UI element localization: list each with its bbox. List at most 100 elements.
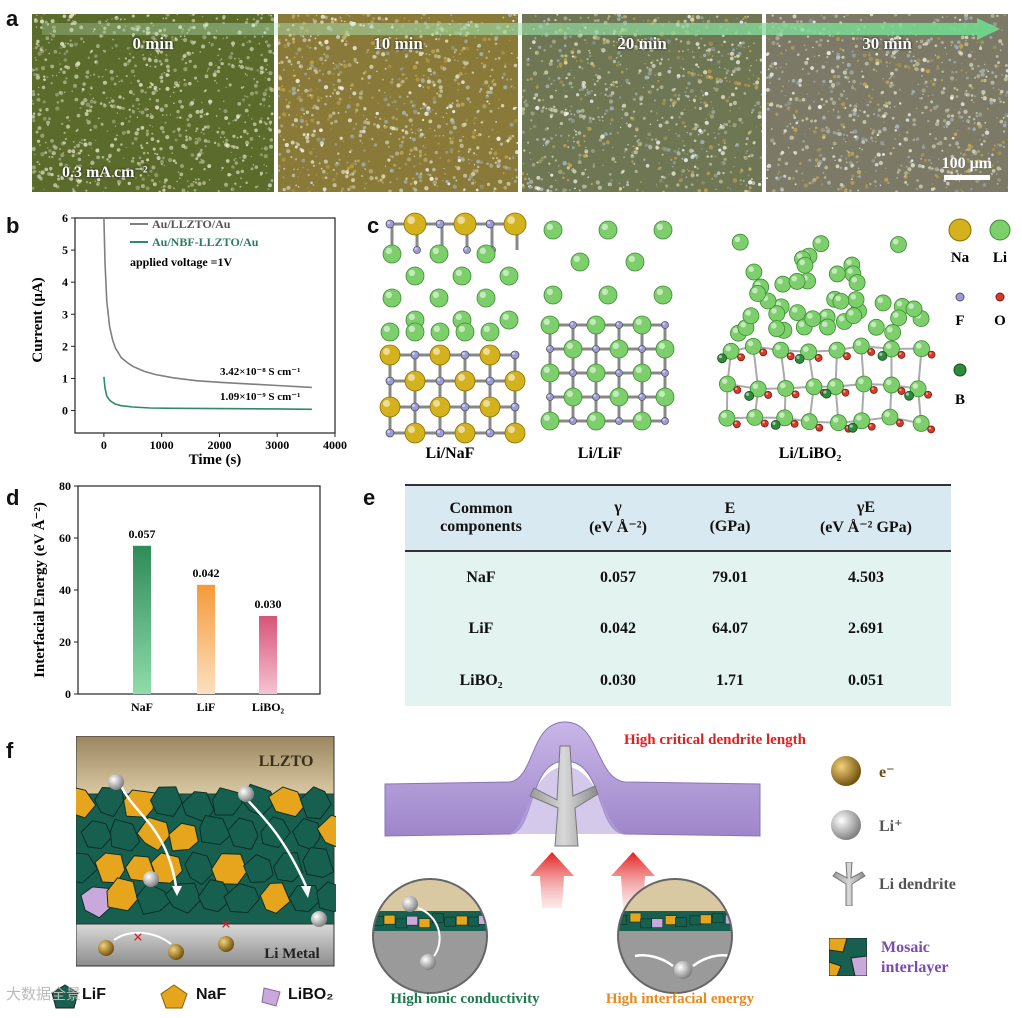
cell: 64.07 bbox=[712, 620, 748, 637]
category-label: NaF bbox=[131, 700, 153, 714]
legend-o: O bbox=[994, 313, 1006, 329]
header-e: E bbox=[724, 500, 736, 517]
structure-li-libo2 bbox=[717, 233, 936, 434]
panel-f-legend: e⁻ Li⁺ Li dendrite Mosaic interlayer bbox=[825, 750, 1015, 990]
structure-li-lif bbox=[540, 220, 675, 431]
cell: 0.057 bbox=[600, 568, 636, 586]
y-tick-label: 20 bbox=[59, 635, 71, 649]
legend-na: Na bbox=[951, 250, 970, 266]
panel-b-chart: 0 1000 2000 3000 4000 0 1 2 3 4 5 6 Time (s) Curren… bbox=[30, 211, 347, 468]
y-tick-label: 5 bbox=[62, 243, 68, 257]
x-tick-label: 3000 bbox=[265, 438, 289, 452]
legend-f: F bbox=[955, 313, 964, 329]
caption-li-libo2: Li/LiBO₂ bbox=[779, 445, 842, 462]
category-label: LiBO₂ bbox=[252, 700, 285, 714]
panel-label-b: b bbox=[6, 213, 20, 238]
y-tick-label: 2 bbox=[62, 339, 68, 353]
y-tick-label: 40 bbox=[59, 583, 71, 597]
panel-label-f: f bbox=[6, 738, 14, 763]
time-label: 0 min bbox=[132, 34, 174, 53]
y-tick-label: 6 bbox=[62, 211, 68, 225]
y-tick-label: 60 bbox=[59, 531, 71, 545]
panel-a-micrographs: 0 min 0.3 mA cm⁻² 10 min 20 min 30 min 1… bbox=[32, 14, 1008, 192]
mosaic-schematic: LLZTO Li Metal × × bbox=[76, 736, 336, 967]
x-tick-label: 4000 bbox=[323, 438, 347, 452]
category-label: LiF bbox=[197, 700, 216, 714]
bar-value-label: 0.030 bbox=[255, 597, 282, 611]
y-tick-label: 0 bbox=[65, 687, 71, 701]
critical-dendrite-label: High critical dendrite length bbox=[624, 732, 807, 748]
x-axis-label: Time (s) bbox=[189, 452, 242, 468]
structure-li-naf bbox=[379, 212, 527, 444]
micrograph-20min: 20 min bbox=[522, 14, 762, 192]
x-tick-label: 1000 bbox=[150, 438, 174, 452]
time-label: 20 min bbox=[617, 34, 667, 53]
legend-series-1: Au/LLZTO/Au bbox=[152, 217, 231, 231]
interfacial-energy-label: High interfacial energy bbox=[606, 991, 755, 1007]
voltage-note: applied voltage =1V bbox=[130, 255, 233, 269]
bar-value-label: 0.057 bbox=[129, 527, 156, 541]
y-axis-label: Current (μA) bbox=[30, 277, 46, 362]
micrograph-10min: 10 min bbox=[278, 14, 518, 192]
y-tick-label: 0 bbox=[62, 404, 68, 418]
conductivity-annotation-2: 1.09×10⁻⁹ S cm⁻¹ bbox=[220, 391, 300, 403]
svg-text:×: × bbox=[133, 927, 143, 947]
caption-li-naf: Li/NaF bbox=[426, 445, 475, 462]
svg-text:×: × bbox=[221, 914, 231, 934]
scale-bar-label: 100 μm bbox=[941, 155, 992, 172]
cell: 2.691 bbox=[848, 620, 884, 637]
legend-electron: e⁻ bbox=[879, 764, 895, 781]
table-row: LiF 0.042 64.07 2.691 bbox=[405, 603, 951, 655]
y-tick-label: 1 bbox=[62, 371, 68, 385]
series-line-1 bbox=[103, 217, 312, 389]
legend-li-ion: Li⁺ bbox=[879, 818, 903, 835]
y-axis-label: Interfacial Energy (eV Å⁻²) bbox=[32, 502, 48, 678]
dendrite-schematic: High critical dendrite length High ionic… bbox=[372, 721, 807, 1007]
bar-value-label: 0.042 bbox=[193, 566, 220, 580]
cell: 79.01 bbox=[712, 568, 748, 586]
time-arrow bbox=[42, 18, 1000, 40]
y-tick-label: 4 bbox=[62, 275, 68, 289]
cell: 0.042 bbox=[600, 620, 636, 637]
bar-0 bbox=[133, 545, 151, 694]
time-label: 30 min bbox=[862, 34, 912, 53]
bar-1 bbox=[197, 584, 215, 694]
ionic-conductivity-label: High ionic conductivity bbox=[390, 991, 540, 1007]
cell: 0.051 bbox=[848, 672, 884, 689]
table-row: NaF 0.057 79.01 4.503 bbox=[405, 551, 951, 603]
micrograph-0min: 0 min 0.3 mA cm⁻² bbox=[32, 14, 274, 192]
cell: LiF bbox=[468, 620, 494, 637]
micrograph-30min: 30 min 100 μm bbox=[766, 14, 1008, 192]
panel-label-d: d bbox=[6, 485, 20, 510]
llzto-label: LLZTO bbox=[259, 753, 314, 770]
cell: 1.71 bbox=[716, 672, 744, 689]
header-components-1: Common bbox=[449, 500, 513, 517]
legend-naf: NaF bbox=[196, 986, 227, 1003]
header-gamma-unit: (eV Å⁻²) bbox=[589, 519, 647, 536]
panel-e-table: Common components γ (eV Å⁻²) E (GPa) γE (eV … bbox=[405, 484, 951, 706]
bar-2 bbox=[259, 616, 277, 694]
mosaic-icon bbox=[829, 938, 867, 976]
cell: LiBO₂ bbox=[459, 672, 503, 689]
caption-li-lif: Li/LiF bbox=[578, 445, 623, 462]
legend: Au/LLZTO/Au Au/NBF-LLZTO/Au applied volt… bbox=[130, 217, 259, 269]
header-gamma-e: γE bbox=[856, 499, 876, 516]
cell: NaF bbox=[466, 568, 496, 586]
li-metal-label: Li Metal bbox=[264, 946, 319, 962]
current-density-label: 0.3 mA cm⁻² bbox=[62, 164, 148, 181]
panel-d-chart: 0 20 40 60 80 0.057 NaF 0.042 LiF 0.030 LiBO₂ Int… bbox=[32, 480, 321, 714]
y-tick-label: 80 bbox=[59, 480, 71, 493]
x-tick-label: 2000 bbox=[207, 438, 231, 452]
watermark: 大数据全景 bbox=[6, 985, 82, 1003]
panel-label-e: e bbox=[363, 485, 376, 510]
panel-c-structures: Li/NaF Li/LiF Li/LiBO₂ Na Li F O B bbox=[379, 212, 1011, 462]
legend-dendrite: Li dendrite bbox=[879, 876, 956, 893]
legend-mosaic: Mosaic interlayer bbox=[881, 939, 949, 976]
legend-lif: LiF bbox=[82, 986, 106, 1003]
y-tick-label: 3 bbox=[62, 307, 68, 321]
mosaic-legend: LiF NaF LiBO₂ bbox=[20, 982, 360, 1012]
header-components-2: components bbox=[440, 518, 522, 535]
table-row: LiBO₂ 0.030 1.71 0.051 bbox=[405, 655, 951, 707]
panel-label-c: c bbox=[367, 213, 380, 238]
cell: 4.503 bbox=[848, 568, 884, 586]
